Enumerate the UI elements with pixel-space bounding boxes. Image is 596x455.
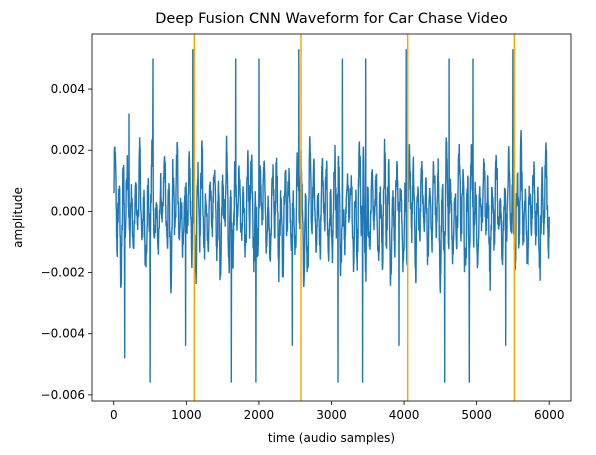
plot-area [113,49,550,383]
y-tick-label: 0.000 [51,204,85,218]
x-tick-label: 2000 [244,408,275,422]
x-tick-label: 3000 [316,408,347,422]
x-tick-label: 6000 [534,408,565,422]
event-markers [193,34,516,401]
y-tick-label: −0.006 [41,388,85,402]
x-axis-ticks: 0 1000 2000 3000 4000 5000 6000 [110,401,565,422]
chart-title: Deep Fusion CNN Waveform for Car Chase V… [155,11,508,27]
y-tick-label: −0.002 [41,266,85,280]
x-tick-label: 4000 [389,408,420,422]
x-tick-label: 5000 [461,408,492,422]
y-tick-label: 0.002 [51,143,85,157]
y-tick-label: 0.004 [51,82,85,96]
x-tick-label: 1000 [171,408,202,422]
waveform-series-line [113,49,550,383]
y-tick-label: −0.004 [41,327,85,341]
y-axis-label: amplitude [11,187,25,248]
x-tick-label: 0 [110,408,118,422]
x-axis-label: time (audio samples) [268,431,395,445]
y-axis-ticks: −0.006 −0.004 −0.002 0.000 0.002 0.004 [41,82,92,402]
